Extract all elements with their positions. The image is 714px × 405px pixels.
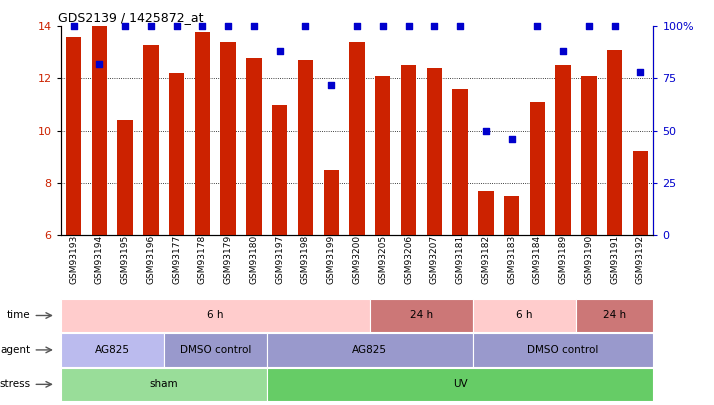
- Text: time: time: [6, 311, 30, 320]
- Bar: [61, 368, 267, 401]
- Bar: [267, 333, 473, 367]
- Bar: [555, 66, 571, 235]
- Text: GSM93197: GSM93197: [275, 235, 284, 284]
- Text: GSM93182: GSM93182: [481, 235, 491, 284]
- Text: sham: sham: [149, 379, 178, 389]
- Text: GSM93190: GSM93190: [584, 235, 593, 284]
- Point: [119, 23, 131, 30]
- Point: [223, 23, 234, 30]
- Point: [145, 23, 156, 30]
- Bar: [143, 45, 159, 235]
- Text: UV: UV: [453, 379, 468, 389]
- Text: GSM93191: GSM93191: [610, 235, 619, 284]
- Text: GSM93194: GSM93194: [95, 235, 104, 284]
- Bar: [221, 42, 236, 235]
- Text: GSM93189: GSM93189: [558, 235, 568, 284]
- Text: GSM93192: GSM93192: [636, 235, 645, 284]
- Bar: [246, 58, 261, 235]
- Text: GSM93180: GSM93180: [249, 235, 258, 284]
- Text: AG825: AG825: [353, 345, 388, 355]
- Point: [94, 61, 105, 67]
- Text: GSM93198: GSM93198: [301, 235, 310, 284]
- Bar: [117, 120, 133, 235]
- Bar: [195, 32, 210, 235]
- Text: 24 h: 24 h: [603, 311, 626, 320]
- Text: 6 h: 6 h: [516, 311, 533, 320]
- Text: GSM93207: GSM93207: [430, 235, 439, 284]
- Bar: [164, 333, 267, 367]
- Bar: [370, 299, 473, 332]
- Point: [454, 23, 466, 30]
- Text: DMSO control: DMSO control: [180, 345, 251, 355]
- Text: agent: agent: [0, 345, 30, 355]
- Bar: [530, 102, 545, 235]
- Point: [171, 23, 182, 30]
- Bar: [426, 68, 442, 235]
- Point: [609, 23, 620, 30]
- Text: GSM93178: GSM93178: [198, 235, 207, 284]
- Point: [351, 23, 363, 30]
- Text: GSM93183: GSM93183: [507, 235, 516, 284]
- Bar: [633, 151, 648, 235]
- Bar: [349, 42, 365, 235]
- Bar: [607, 50, 623, 235]
- Point: [274, 48, 286, 55]
- Point: [583, 23, 595, 30]
- Point: [326, 81, 337, 88]
- Text: GSM93200: GSM93200: [353, 235, 361, 284]
- Bar: [323, 170, 339, 235]
- Text: GSM93184: GSM93184: [533, 235, 542, 284]
- Bar: [91, 26, 107, 235]
- Bar: [66, 37, 81, 235]
- Text: GSM93177: GSM93177: [172, 235, 181, 284]
- Point: [506, 136, 518, 142]
- Point: [196, 23, 208, 30]
- Text: GDS2139 / 1425872_at: GDS2139 / 1425872_at: [58, 11, 203, 24]
- Text: 6 h: 6 h: [207, 311, 223, 320]
- Bar: [401, 66, 416, 235]
- Bar: [375, 76, 391, 235]
- Text: GSM93196: GSM93196: [146, 235, 156, 284]
- Text: DMSO control: DMSO control: [528, 345, 599, 355]
- Text: GSM93181: GSM93181: [456, 235, 465, 284]
- Bar: [272, 104, 288, 235]
- Text: GSM93199: GSM93199: [327, 235, 336, 284]
- Bar: [478, 191, 493, 235]
- Text: GSM93193: GSM93193: [69, 235, 78, 284]
- Point: [532, 23, 543, 30]
- Point: [428, 23, 440, 30]
- Bar: [298, 60, 313, 235]
- Bar: [581, 76, 597, 235]
- Bar: [61, 299, 370, 332]
- Bar: [453, 89, 468, 235]
- Bar: [61, 333, 164, 367]
- Point: [558, 48, 569, 55]
- Point: [248, 23, 260, 30]
- Bar: [576, 299, 653, 332]
- Text: stress: stress: [0, 379, 30, 389]
- Text: 24 h: 24 h: [410, 311, 433, 320]
- Bar: [473, 333, 653, 367]
- Point: [68, 23, 79, 30]
- Point: [300, 23, 311, 30]
- Point: [635, 69, 646, 75]
- Point: [377, 23, 388, 30]
- Bar: [473, 299, 576, 332]
- Point: [480, 127, 491, 134]
- Point: [403, 23, 414, 30]
- Text: AG825: AG825: [95, 345, 130, 355]
- Text: GSM93195: GSM93195: [121, 235, 130, 284]
- Bar: [267, 368, 653, 401]
- Text: GSM93205: GSM93205: [378, 235, 387, 284]
- Text: GSM93179: GSM93179: [223, 235, 233, 284]
- Bar: [169, 73, 184, 235]
- Text: GSM93206: GSM93206: [404, 235, 413, 284]
- Bar: [504, 196, 519, 235]
